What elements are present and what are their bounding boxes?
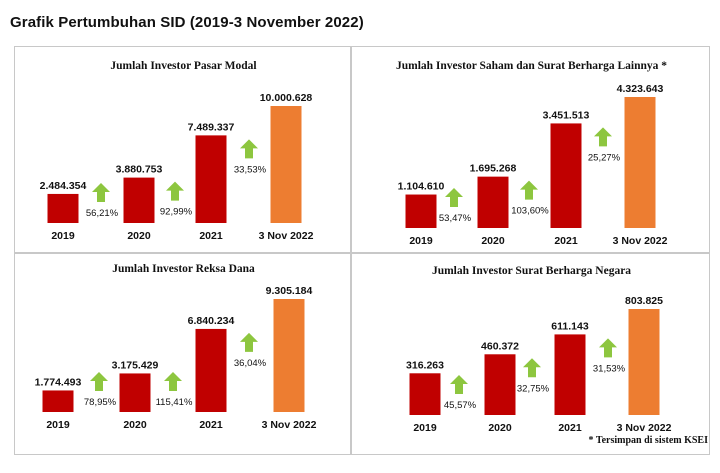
category-label: 2020	[488, 422, 512, 434]
category-label: 2019	[413, 422, 437, 434]
category-label: 2021	[199, 230, 223, 242]
category-label: 2019	[46, 419, 70, 431]
bar	[554, 334, 586, 415]
value-label: 803.825	[625, 295, 663, 307]
value-label: 460.372	[481, 340, 519, 352]
category-label: 3 Nov 2022	[262, 419, 317, 431]
bar	[195, 135, 227, 223]
chart-title: Jumlah Investor Pasar Modal	[110, 60, 256, 72]
category-label: 2019	[409, 235, 433, 247]
growth-label: 78,95%	[84, 397, 117, 408]
bar	[550, 123, 582, 228]
chart-svg: Jumlah Investor Reksa Dana 1.774.493 2019 3…	[35, 263, 317, 431]
growth-arrow-icon	[520, 180, 538, 200]
bar	[123, 177, 155, 223]
bar	[42, 390, 74, 412]
growth-arrow-icon	[240, 139, 258, 159]
category-label: 2021	[554, 235, 578, 247]
chart-panel-pasar-modal: Jumlah Investor Pasar Modal 2.484.354 2019…	[14, 46, 351, 253]
page-title: Grafik Pertumbuhan SID (2019-3 November …	[10, 14, 364, 31]
chart-svg: Jumlah Investor Surat Berharga Negara 316…	[406, 265, 672, 434]
chart-panel-sbn: Jumlah Investor Surat Berharga Negara 316…	[351, 253, 710, 455]
chart-title: Jumlah Investor Saham dan Surat Berharga…	[396, 60, 667, 72]
category-label: 2020	[123, 419, 147, 431]
growth-label: 45,57%	[444, 400, 477, 411]
growth-label: 36,04%	[234, 358, 267, 369]
growth-arrow-icon	[166, 181, 184, 201]
growth-arrow-icon	[594, 127, 612, 147]
category-label: 2021	[558, 422, 582, 434]
category-label: 2019	[51, 230, 75, 242]
bar	[624, 97, 656, 228]
value-label: 2.484.354	[40, 180, 87, 192]
value-label: 6.840.234	[188, 315, 235, 327]
bar	[270, 106, 302, 223]
chart-svg: Jumlah Investor Pasar Modal 2.484.354 2019…	[40, 60, 314, 242]
bar	[273, 299, 305, 412]
value-label: 9.305.184	[266, 285, 313, 297]
growth-arrow-icon	[450, 375, 468, 394]
value-label: 7.489.337	[188, 121, 235, 133]
growth-arrow-icon	[92, 183, 110, 202]
chart-panel-saham: Jumlah Investor Saham dan Surat Berharga…	[351, 46, 710, 253]
value-label: 4.323.643	[617, 83, 664, 95]
category-label: 3 Nov 2022	[613, 235, 668, 247]
chart-svg: Jumlah Investor Saham dan Surat Berharga…	[396, 60, 668, 247]
growth-arrow-icon	[523, 358, 541, 378]
growth-arrow-icon	[445, 188, 463, 207]
chart-title: Jumlah Investor Surat Berharga Negara	[432, 265, 631, 277]
chart-title: Jumlah Investor Reksa Dana	[112, 263, 255, 275]
growth-label: 92,99%	[160, 207, 193, 218]
value-label: 1.774.493	[35, 376, 82, 388]
bar	[484, 354, 516, 415]
value-label: 316.263	[406, 359, 444, 371]
value-label: 1.104.610	[398, 181, 445, 193]
growth-label: 115,41%	[156, 397, 193, 408]
bar	[405, 194, 437, 228]
growth-arrow-icon	[240, 332, 258, 352]
growth-arrow-icon	[599, 338, 617, 358]
bar	[47, 193, 79, 223]
growth-label: 103,60%	[511, 206, 549, 217]
category-label: 3 Nov 2022	[617, 422, 672, 434]
bar	[409, 373, 441, 415]
value-label: 3.880.753	[116, 164, 163, 176]
category-label: 2020	[127, 230, 151, 242]
value-label: 1.695.268	[470, 163, 517, 175]
growth-label: 56,21%	[86, 208, 119, 219]
growth-arrow-icon	[90, 372, 108, 391]
bar	[195, 328, 227, 412]
chart-panel-reksa-dana: Jumlah Investor Reksa Dana 1.774.493 2019 3…	[14, 253, 351, 455]
category-label: 2021	[199, 419, 223, 431]
footnote: * Tersimpan di sistem KSEI	[588, 435, 708, 446]
value-label: 10.000.628	[260, 92, 313, 104]
value-label: 3.175.429	[112, 359, 159, 371]
growth-label: 53,47%	[439, 213, 472, 224]
value-label: 3.451.513	[543, 109, 590, 121]
value-label: 611.143	[551, 320, 589, 332]
bar	[119, 373, 151, 412]
growth-label: 33,53%	[234, 164, 267, 175]
growth-label: 25,27%	[588, 152, 621, 163]
bar	[477, 176, 509, 228]
growth-arrow-icon	[164, 372, 182, 391]
growth-label: 32,75%	[517, 383, 550, 394]
category-label: 3 Nov 2022	[259, 230, 314, 242]
bar	[628, 309, 660, 415]
category-label: 2020	[481, 235, 505, 247]
growth-label: 31,53%	[593, 363, 626, 374]
